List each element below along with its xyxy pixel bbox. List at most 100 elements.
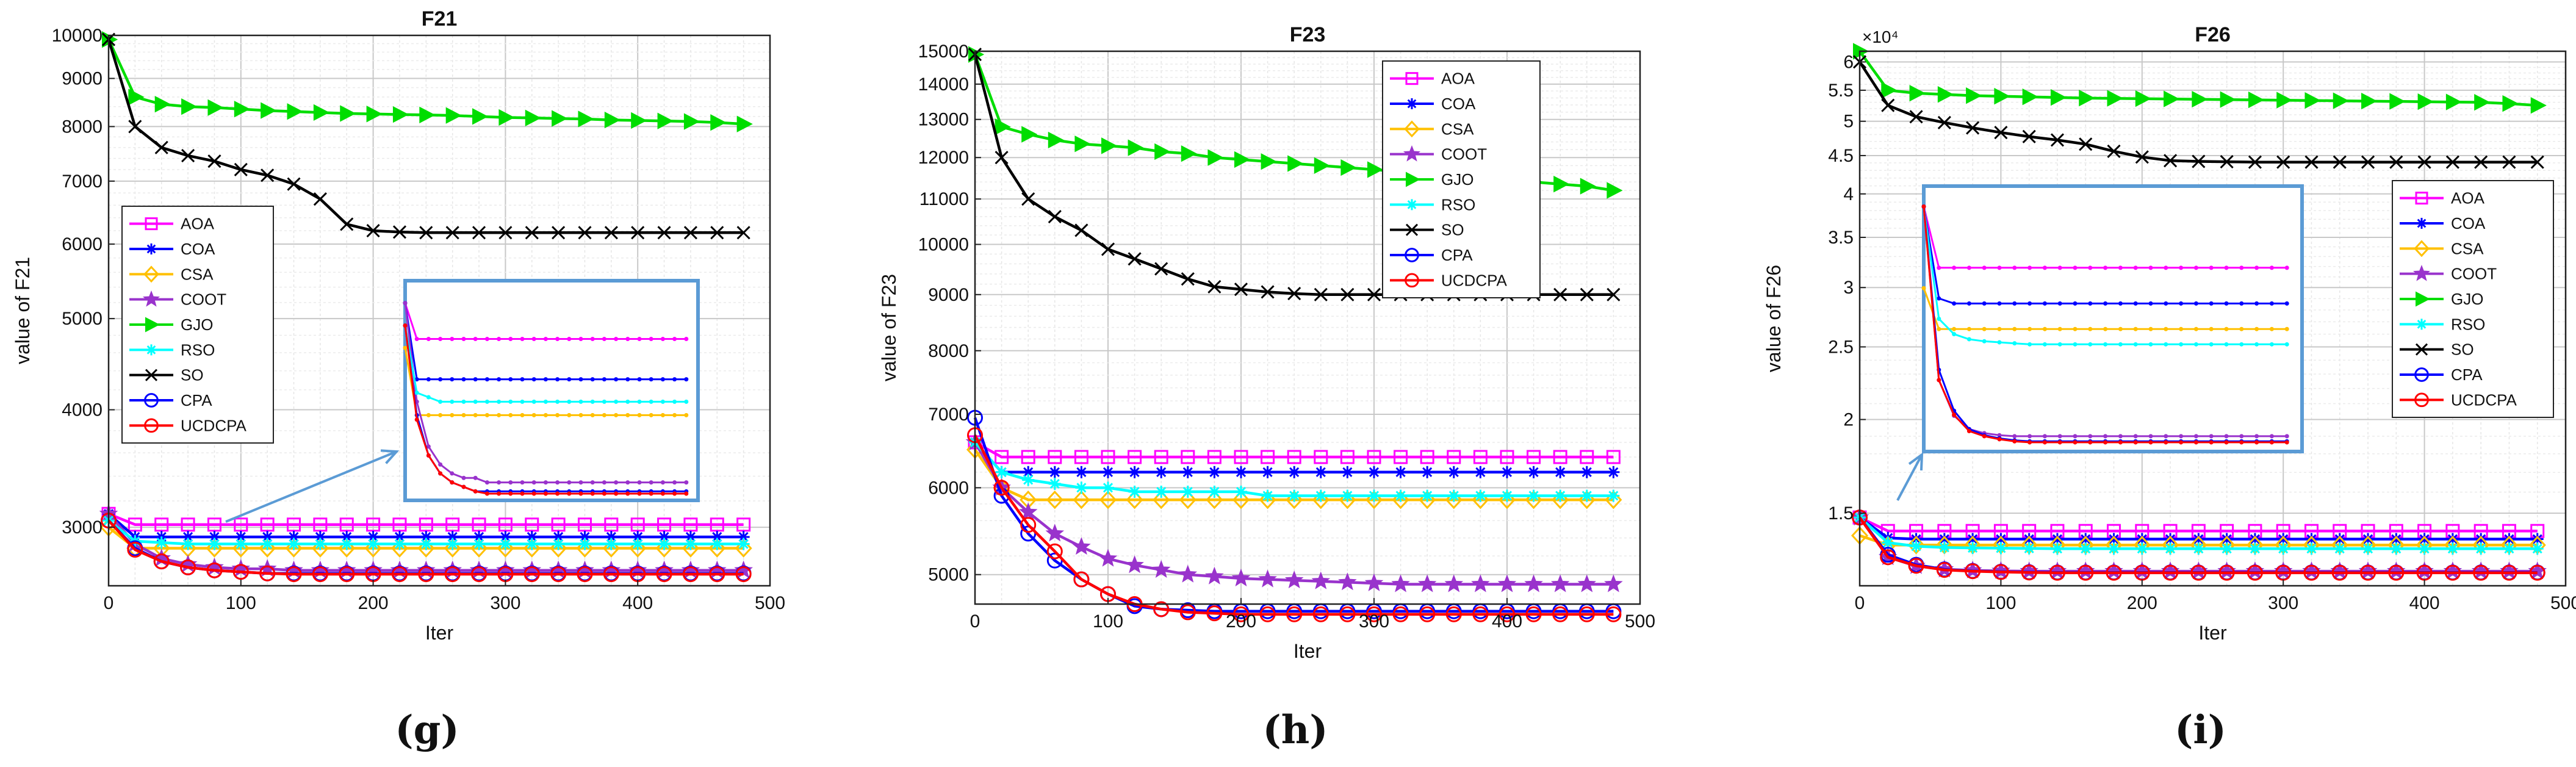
data-point-aoa xyxy=(1580,450,1594,464)
data-point-ucdcpa xyxy=(2190,564,2207,581)
series-line-ucdcpa xyxy=(973,434,1614,616)
legend-label-csa: CSA xyxy=(1441,120,1474,138)
data-point-rso xyxy=(2390,542,2403,555)
legend-label-gjo: GJO xyxy=(1441,170,1473,189)
inset-point-rso xyxy=(2193,342,2198,347)
inset-point-coa xyxy=(1982,301,1987,306)
inset-point-coot xyxy=(614,480,619,485)
data-point-rso xyxy=(2531,542,2544,555)
inset-point-aoa xyxy=(2042,265,2047,270)
inset-point-coot xyxy=(2133,434,2138,439)
y-tick-label: 8000 xyxy=(62,117,103,137)
inset-point-csa xyxy=(531,412,536,417)
data-point-coa xyxy=(711,530,724,543)
x-tick-label: 300 xyxy=(2268,593,2298,613)
inset-point-ucdcpa xyxy=(520,491,525,496)
data-point-rso xyxy=(2418,542,2431,555)
legend-marker-aoa xyxy=(2415,192,2428,205)
legend-label-rso: RSO xyxy=(181,340,215,359)
data-point-so xyxy=(2333,155,2347,169)
data-point-csa xyxy=(285,539,303,558)
x-tick-label: 200 xyxy=(358,593,389,613)
inset-point-coa xyxy=(1997,301,2002,306)
data-point-coot xyxy=(1311,571,1331,589)
data-point-csa xyxy=(390,539,409,558)
inset-point-rso xyxy=(660,399,665,404)
data-point-coa xyxy=(1421,466,1434,478)
x-axis-label: Iter xyxy=(425,622,454,644)
data-point-rso xyxy=(1938,541,1951,554)
data-point-coot xyxy=(1018,502,1038,520)
legend-marker-so xyxy=(1405,223,1419,236)
data-point-gjo xyxy=(1606,182,1623,199)
data-point-ucdcpa xyxy=(2529,564,2545,581)
series-gjo xyxy=(102,31,753,132)
legend-label-csa: CSA xyxy=(181,265,214,283)
data-point-rso xyxy=(234,538,247,550)
data-point-rso xyxy=(737,538,750,550)
data-point-rso xyxy=(578,538,591,550)
inset-point-ucdcpa xyxy=(484,491,489,496)
inset-point-coa xyxy=(2148,301,2153,306)
legend-marker-so xyxy=(2415,343,2428,356)
data-point-ucdcpa xyxy=(656,566,672,582)
inset-point-ucdcpa xyxy=(403,323,408,328)
inset-point-rso xyxy=(2209,342,2214,347)
series-line-aoa xyxy=(974,441,1614,459)
inset-point-rso xyxy=(2103,342,2108,347)
data-point-rso xyxy=(2277,542,2290,555)
data-point-so xyxy=(2304,155,2319,169)
y-tick-label: 4.5 xyxy=(1828,146,1854,166)
data-point-gjo xyxy=(1553,176,1570,193)
data-point-coot xyxy=(1604,574,1623,592)
inset-point-aoa xyxy=(672,337,677,342)
inset-point-coa xyxy=(2164,301,2168,306)
data-point-rso xyxy=(684,538,697,550)
data-point-gjo xyxy=(1234,151,1251,168)
data-point-aoa xyxy=(287,517,301,532)
data-point-gjo xyxy=(1154,143,1171,160)
inset-point-rso xyxy=(614,399,619,404)
inset-point-rso xyxy=(1937,317,1941,321)
legend-marker-rso xyxy=(146,344,157,356)
inset-point-coot xyxy=(2073,434,2078,439)
data-point-coa xyxy=(446,530,459,543)
data-point-so xyxy=(445,226,459,240)
inset-point-csa xyxy=(578,412,583,417)
data-point-gjo xyxy=(525,109,541,126)
inset-series-csa xyxy=(1921,286,2289,331)
inset-point-rso xyxy=(2284,342,2289,347)
inset-point-coot xyxy=(2118,434,2123,439)
series-ucdcpa xyxy=(1852,510,2545,581)
data-point-csa xyxy=(206,539,223,558)
data-point-csa xyxy=(602,539,620,558)
inset-point-rso xyxy=(1966,337,1971,342)
data-point-aoa xyxy=(1473,450,1488,464)
inset-point-ucdcpa xyxy=(1937,378,1941,383)
data-point-coa xyxy=(2305,533,2318,546)
data-point-gjo xyxy=(1937,86,1954,103)
data-point-coa xyxy=(2531,533,2544,546)
inset-point-csa xyxy=(484,412,489,417)
data-point-so xyxy=(1128,252,1142,266)
y-axis-label: value of F23 xyxy=(878,274,900,381)
data-point-coot xyxy=(1391,574,1410,592)
legend-marker-rso xyxy=(2416,319,2427,330)
legend-label-aoa: AOA xyxy=(1441,70,1475,88)
inset-point-ucdcpa xyxy=(2179,440,2184,445)
inset-point-csa xyxy=(543,412,548,417)
data-point-ucdcpa xyxy=(1908,558,1924,574)
data-point-gjo xyxy=(392,106,409,123)
data-point-so xyxy=(2135,150,2149,164)
data-point-ucdcpa xyxy=(682,566,699,582)
data-point-csa xyxy=(1392,490,1409,510)
data-point-gjo xyxy=(1314,157,1330,174)
x-axis-label: Iter xyxy=(1293,640,1322,662)
data-point-aoa xyxy=(498,517,513,532)
x-tick-label: 300 xyxy=(1359,611,1389,632)
data-point-so xyxy=(2389,155,2403,169)
data-point-ucdcpa xyxy=(1419,606,1436,622)
inset-point-coa xyxy=(2179,301,2184,306)
data-point-ucdcpa xyxy=(550,566,567,582)
data-point-coa xyxy=(2277,533,2290,546)
